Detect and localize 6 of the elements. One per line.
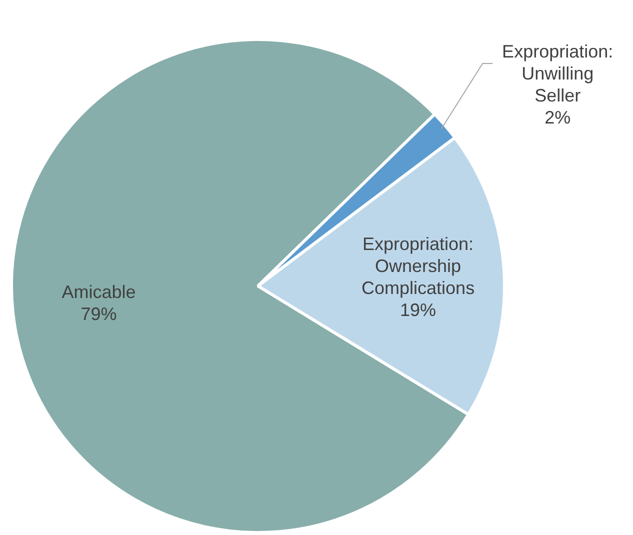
slice-label: Expropriation: Ownership Complications — [362, 234, 475, 298]
slice-label: Expropriation: Unwilling Seller — [502, 41, 614, 106]
slice-label: Amicable — [62, 282, 136, 302]
data-label: 79% — [80, 304, 117, 324]
data-label: 2% — [544, 107, 571, 128]
data-label: 19% — [400, 300, 436, 320]
